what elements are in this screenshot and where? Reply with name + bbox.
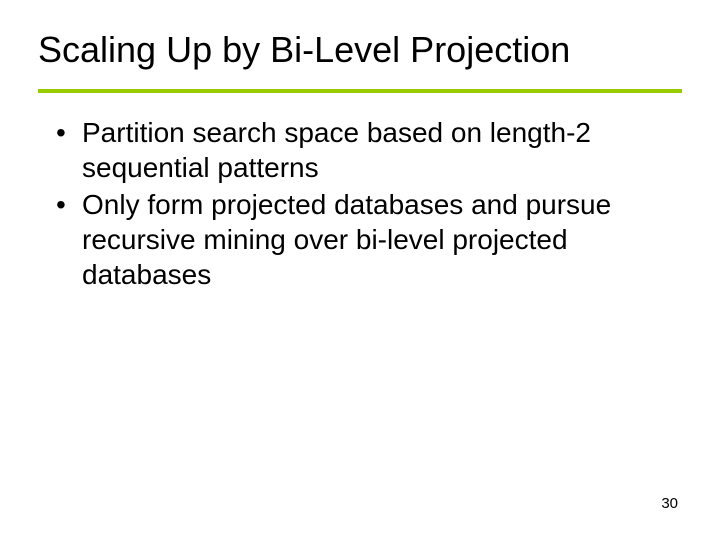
bullet-item: • Partition search space based on length… xyxy=(56,115,672,185)
slide-title: Scaling Up by Bi-Level Projection xyxy=(38,28,682,83)
slide: Scaling Up by Bi-Level Projection • Part… xyxy=(0,0,720,540)
bullet-dot-icon: • xyxy=(56,187,82,222)
bullet-text: Partition search space based on length-2… xyxy=(82,115,672,185)
bullet-dot-icon: • xyxy=(56,115,82,150)
slide-body: • Partition search space based on length… xyxy=(38,93,682,292)
bullet-text: Only form projected databases and pursue… xyxy=(82,187,672,292)
bullet-item: • Only form projected databases and purs… xyxy=(56,187,672,292)
page-number: 30 xyxy=(661,495,678,512)
